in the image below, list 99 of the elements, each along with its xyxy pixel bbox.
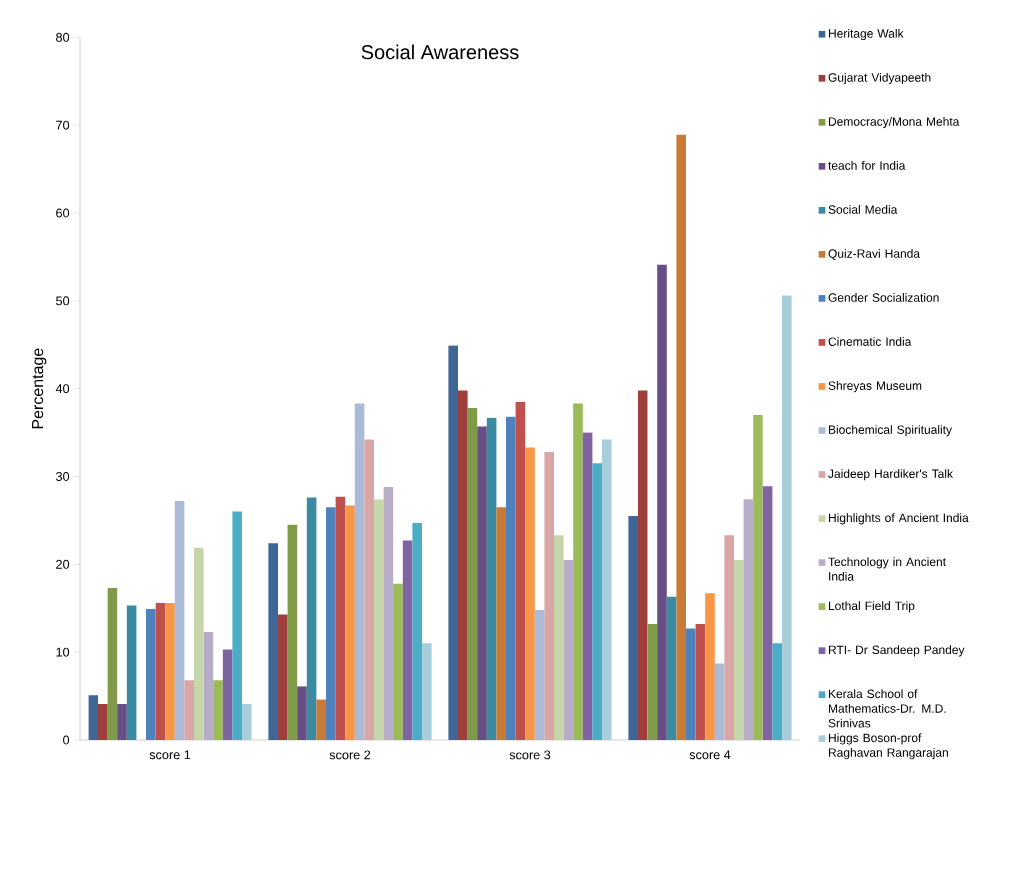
legend-label: Shreyas Museum [828,381,922,393]
legend-label: Gujarat Vidyapeeth [828,72,931,85]
bar [345,505,355,740]
y-tick-label: 30 [55,472,70,481]
bar [364,439,374,740]
bar [194,547,204,740]
bar [573,403,583,740]
legend-label: Heritage Walk [828,28,904,41]
bar [676,134,686,740]
bar [496,507,506,740]
y-tick-label: 0 [63,735,70,745]
legend-label: Cinematic India [828,337,912,346]
bar [782,295,792,740]
legend-label: Lothal Field Trip [828,601,915,613]
bar [278,614,288,740]
bar [222,649,233,740]
bar [734,559,744,740]
y-tick-label: 10 [56,647,70,657]
bar [242,703,252,740]
bar [268,543,278,740]
bar [486,417,497,740]
bar [374,499,384,740]
y-tick-label: 70 [56,120,70,130]
legend-label: Technology in Ancient India [828,557,946,581]
bar [448,345,458,740]
bar [354,403,365,740]
bar [126,605,137,740]
bar [412,523,422,740]
bar [628,516,638,740]
bar [563,559,574,740]
bar [582,432,593,740]
x-tick-label: score 4 [689,750,731,760]
bar [714,663,725,740]
bar [155,602,166,740]
bar [458,390,468,740]
bar [335,496,346,740]
legend-label: Quiz-Ravi Handa [828,249,921,260]
bar [657,264,667,740]
legend-label: teach for India [828,160,906,170]
bar [98,703,108,740]
bar [107,588,118,740]
legend-label: RTI- Dr Sandeep Pandey [828,645,965,657]
bar [602,439,612,740]
bar [203,631,214,740]
bar [467,407,478,740]
bar [297,686,307,740]
bar [326,507,336,740]
bar [534,609,545,740]
y-axis-title: Percentage [32,348,47,429]
legend-label: Democracy/Mona Mehta [828,116,960,129]
legend-label: Kerala School of Mathematics-Dr. M.D. Srinivas [828,689,946,728]
bar [306,497,317,740]
legend-label: Gender Socialization [828,293,939,302]
bar [554,535,564,740]
bar [762,486,773,740]
bar [686,628,696,740]
bar [165,602,175,740]
bar [146,609,156,740]
bar [544,451,554,740]
y-tick-label: 20 [56,559,70,569]
bar [184,680,194,740]
legend-label: Higgs Boson-prof Raghavan Rangarajan [828,733,948,760]
bar [743,499,754,740]
bar [515,401,526,740]
y-tick-label: 40 [55,384,70,394]
bar [705,593,715,740]
bar [724,535,734,740]
bar [506,416,516,740]
legend-label: Social Media [828,204,898,214]
bar [525,447,535,740]
x-tick-label: score 1 [149,750,191,760]
chart-title: Social Awareness [361,44,519,60]
legend-label: Biochemical Spirituality [828,425,952,437]
y-tick-label: 80 [56,32,70,42]
bar [638,390,648,740]
bar [695,624,706,740]
legend-label: Jaideep Hardiker's Talk [828,469,954,481]
bar [88,695,99,740]
bar [393,583,403,740]
bar [753,415,763,740]
legend-label: Highlights of Ancient India [828,513,969,525]
bar [477,426,487,740]
y-tick-label: 60 [56,208,70,218]
x-tick-label: score 2 [329,750,371,760]
bar [213,680,223,740]
bar [383,487,394,740]
bar [316,699,326,740]
bar [402,540,413,740]
bar [174,501,185,740]
y-tick-label: 50 [56,296,70,306]
bar [422,643,432,740]
bar [666,596,677,740]
bar [647,624,658,740]
bar [287,524,298,740]
bar [232,511,243,740]
x-tick-label: score 3 [509,750,551,760]
bar [592,463,602,740]
bar [117,703,127,740]
bar [772,643,782,740]
